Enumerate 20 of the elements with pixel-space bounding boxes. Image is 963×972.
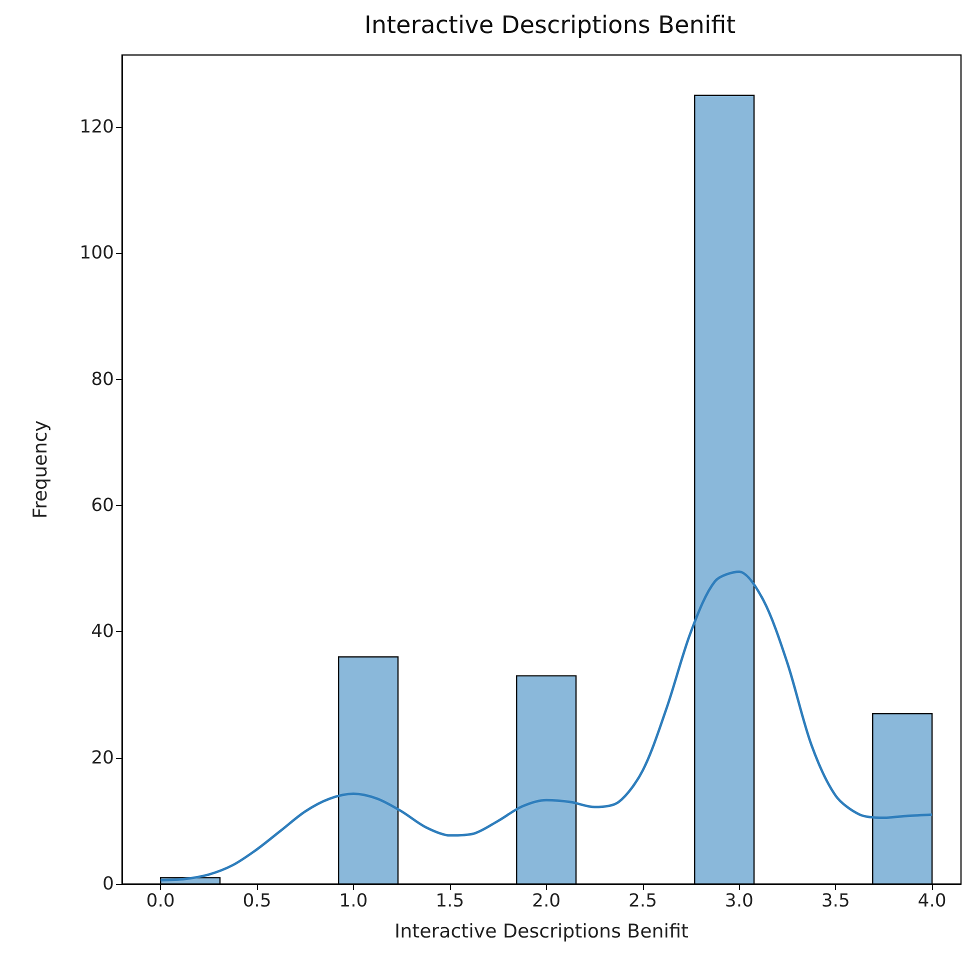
y-tick-label: 20 xyxy=(91,747,114,768)
x-tick-label: 1.5 xyxy=(436,890,464,912)
x-tick-label: 2.5 xyxy=(628,890,658,912)
x-tick-label: 1.0 xyxy=(339,890,368,912)
x-tick-label: 2.0 xyxy=(532,890,561,912)
y-tick-label: 0 xyxy=(102,874,114,894)
y-tick-label: 80 xyxy=(91,368,114,390)
x-tick-label: 0.5 xyxy=(242,890,272,912)
x-axis-title: Interactive Descriptions Benifit xyxy=(394,920,688,942)
y-tick-label: 40 xyxy=(91,621,114,642)
y-tick-label: 60 xyxy=(91,494,114,516)
x-tick-label: 4.0 xyxy=(918,890,946,912)
chart-title: Interactive Descriptions Benifit xyxy=(364,11,736,39)
x-tick-label: 3.0 xyxy=(724,890,754,912)
y-tick-label: 120 xyxy=(80,116,114,138)
y-axis-title: Frequency xyxy=(30,420,52,519)
y-tick-label: 100 xyxy=(80,242,114,264)
line-series xyxy=(159,570,934,882)
x-tick-label: 3.5 xyxy=(821,890,850,912)
x-tick-label: 0.0 xyxy=(146,890,175,912)
